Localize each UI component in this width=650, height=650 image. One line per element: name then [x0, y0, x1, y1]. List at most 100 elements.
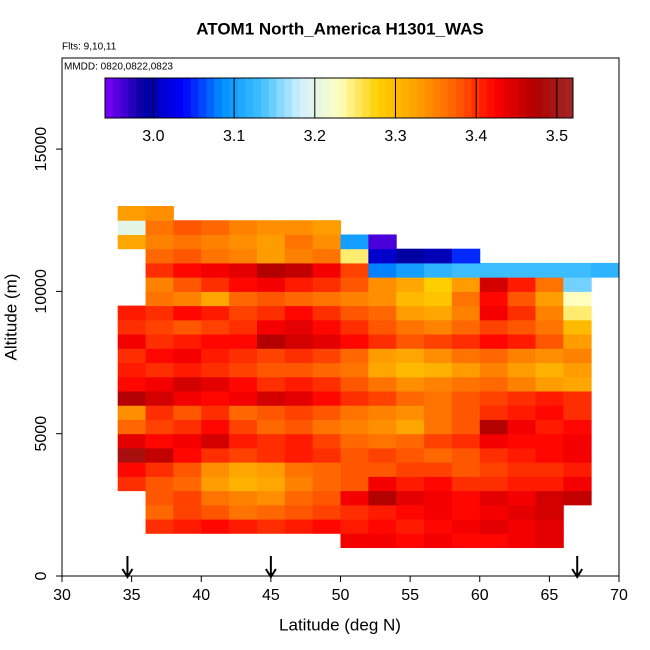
heat-cell [535, 362, 564, 378]
heat-cell [563, 262, 592, 278]
heat-cell [312, 519, 341, 534]
heat-cell [396, 291, 425, 307]
heat-cell [340, 447, 369, 463]
heat-cell [479, 490, 509, 506]
heat-cell [479, 305, 509, 321]
heat-cell [451, 319, 481, 335]
colorbar-swatch [417, 78, 426, 118]
colorbar-swatch [144, 78, 153, 118]
heat-cell [535, 305, 564, 321]
heat-cell [145, 419, 174, 435]
heat-cell [368, 462, 397, 477]
colorbar-swatch [401, 78, 410, 118]
heat-cell [229, 462, 258, 477]
heat-cell [563, 391, 592, 406]
colorbar-swatch [167, 78, 176, 118]
heat-cell [451, 447, 481, 463]
heat-cell [173, 291, 202, 307]
heat-cell [201, 405, 230, 420]
heat-cell [201, 419, 230, 435]
heat-cell [173, 319, 202, 335]
x-tick-label: 45 [262, 587, 280, 604]
colorbar-swatch [331, 78, 340, 118]
heat-cell [479, 405, 509, 420]
heat-cell [284, 476, 314, 492]
heat-cell [145, 348, 174, 364]
heat-cell [340, 533, 369, 549]
heat-cell [256, 433, 286, 449]
heat-cell [340, 419, 369, 435]
colorbar-swatch [206, 78, 215, 118]
heat-cell [396, 533, 425, 549]
heat-cell [173, 334, 202, 349]
heat-cell [173, 462, 202, 477]
heat-cell [451, 277, 481, 292]
heat-cell [256, 334, 286, 349]
x-tick-label: 50 [332, 587, 350, 604]
heat-cell [451, 305, 481, 321]
heat-cell [117, 405, 147, 420]
colorbar-tick-label: 3.4 [465, 128, 487, 145]
colorbar-swatch [136, 78, 145, 118]
heat-cell [173, 519, 202, 534]
colorbar-swatch [307, 78, 317, 118]
heat-cell [479, 362, 509, 378]
heat-cell [284, 519, 314, 534]
heat-cell [284, 419, 314, 435]
heat-cell [396, 277, 425, 292]
heat-cell [396, 334, 425, 349]
heat-cell [173, 447, 202, 463]
heat-cell [535, 504, 564, 520]
heat-cell [368, 405, 397, 420]
heat-cell [201, 319, 230, 335]
heat-cell [229, 348, 258, 364]
heat-cell [535, 519, 564, 534]
arrow [571, 556, 584, 579]
colorbar-swatch [534, 78, 543, 118]
heat-cell [451, 248, 481, 264]
heat-cell [368, 519, 397, 534]
colorbar-swatch [456, 78, 465, 118]
heat-cell [229, 362, 258, 378]
colorbar-swatch [237, 78, 246, 118]
heat-cell [256, 490, 286, 506]
heat-cell [256, 234, 286, 250]
heat-cell [507, 319, 536, 335]
heat-cell [507, 433, 536, 449]
heat-cell [201, 519, 230, 534]
heat-cell [173, 305, 202, 321]
heat-cell [145, 490, 174, 506]
heat-cell [229, 490, 258, 506]
heat-cell [340, 362, 369, 378]
heat-cell [368, 277, 397, 292]
heat-cell [368, 476, 397, 492]
heat-cell [201, 291, 230, 307]
heat-cell [535, 405, 564, 420]
heat-cell [424, 319, 453, 335]
heat-cell [535, 334, 564, 349]
heat-cell [284, 405, 314, 420]
heat-cell [424, 248, 453, 264]
heat-cell [229, 291, 258, 307]
heat-cell [173, 419, 202, 435]
heat-cell [145, 206, 174, 221]
heat-cell [229, 376, 258, 392]
heat-cell [173, 490, 202, 506]
heat-cell [424, 291, 453, 307]
colorbar-swatch [346, 78, 356, 118]
heat-cell [229, 277, 258, 292]
heat-cell [451, 262, 481, 278]
heat-cell [284, 334, 314, 349]
heat-cell [117, 206, 147, 221]
heat-cell [256, 376, 286, 392]
heat-cell [368, 262, 397, 278]
heat-cell [535, 476, 564, 492]
heat-cell [424, 447, 453, 463]
heat-cell [201, 334, 230, 349]
heat-cell [284, 376, 314, 392]
colorbar-swatch [354, 78, 363, 118]
arrow [121, 556, 134, 579]
arrow [265, 556, 277, 579]
heat-cell [340, 405, 369, 420]
heat-cell [312, 348, 341, 364]
